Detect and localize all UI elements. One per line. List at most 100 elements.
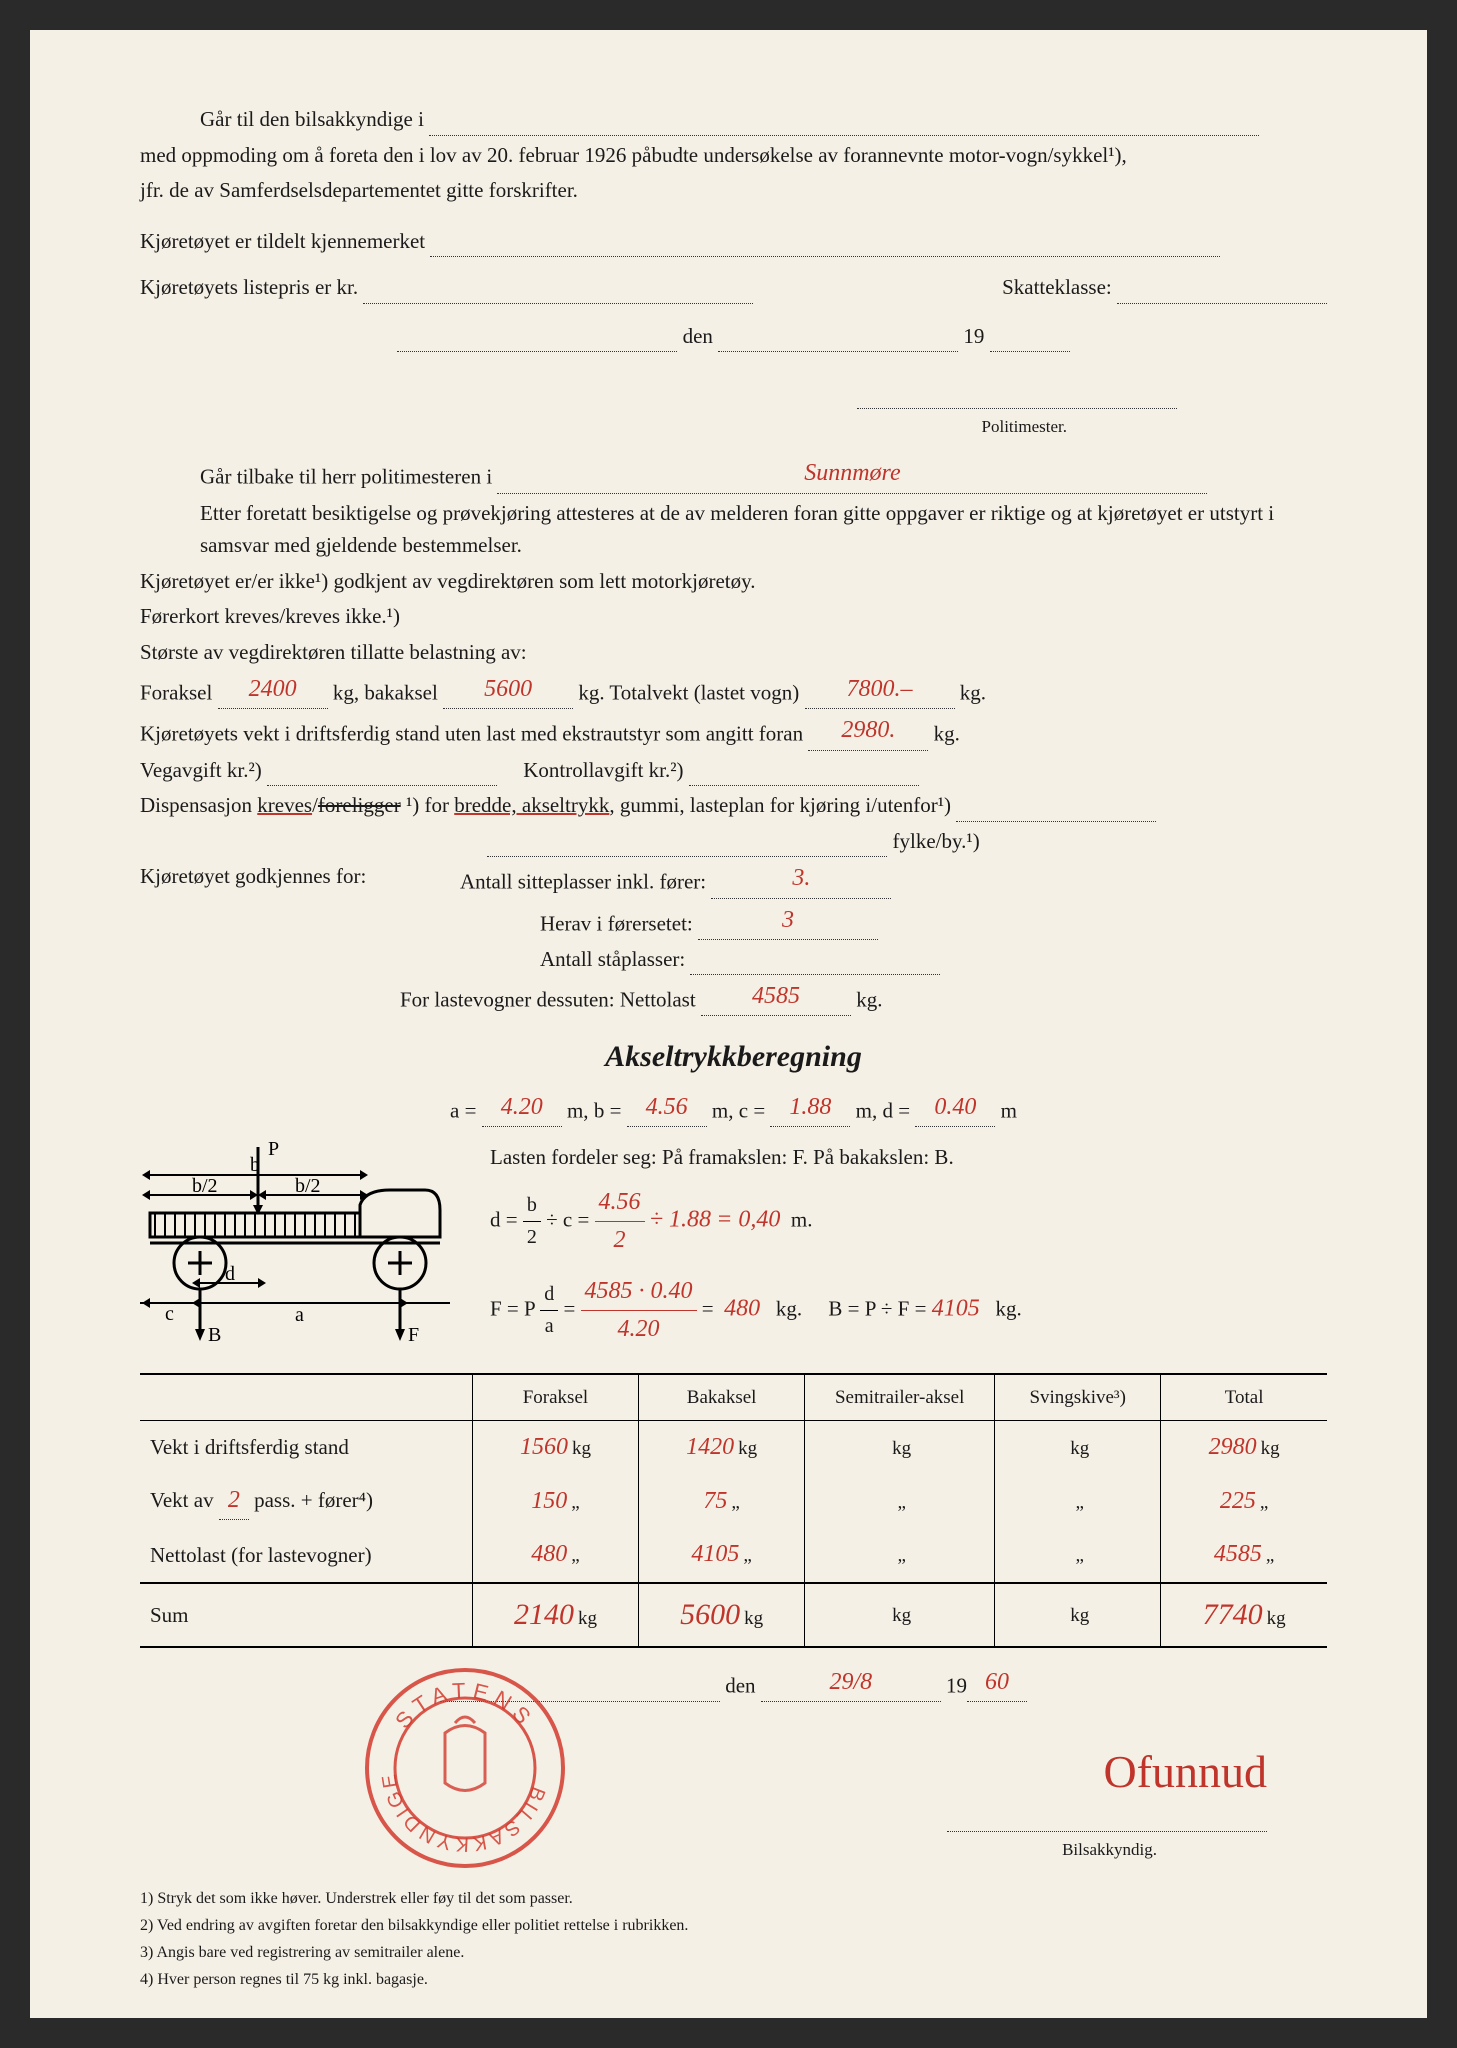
v: 480 bbox=[531, 1541, 567, 1567]
t1: Dispensasjon bbox=[140, 793, 257, 817]
footnote: 2) Ved endring av avgiften foretar den b… bbox=[140, 1912, 1327, 1939]
eq2: F = P da = 4585 · 0.404.20 = 480 kg. B =… bbox=[490, 1273, 1327, 1348]
fylke-row: fylke/by.¹) bbox=[140, 825, 1327, 858]
axle-table: Foraksel Bakaksel Semitrailer-aksel Svin… bbox=[140, 1373, 1327, 1649]
m3: m, bbox=[856, 1099, 878, 1123]
m2: m, bbox=[712, 1099, 734, 1123]
vegavgift-label: Vegavgift kr.²) bbox=[140, 758, 262, 782]
attest-text: Etter foretatt besiktigelse og prøvekjør… bbox=[140, 497, 1327, 562]
v: 4105 bbox=[691, 1541, 739, 1567]
lhs: d = bbox=[490, 1207, 518, 1231]
signature-block: Ofunnud Bilsakkyndig. bbox=[140, 1728, 1327, 1864]
blank bbox=[689, 764, 919, 786]
sig-blank bbox=[857, 387, 1177, 409]
h5: Total bbox=[1161, 1374, 1327, 1421]
day: 29/8 bbox=[761, 1664, 941, 1702]
kjennemerke-row: Kjøretøyet er tildelt kjennemerket bbox=[140, 225, 1327, 258]
v: 5600 bbox=[680, 1598, 740, 1631]
godkjent-text: Kjøretøyet er/er ikke¹) godkjent av vegd… bbox=[140, 565, 1327, 598]
label: Antall sitteplasser inkl. fører: bbox=[460, 870, 706, 894]
m4: m bbox=[1001, 1099, 1017, 1123]
den: den bbox=[725, 1674, 755, 1698]
line-law: med oppmoding om å foreta den i lov av 2… bbox=[140, 139, 1327, 172]
value: 3. bbox=[711, 860, 891, 898]
foreligger: foreligger bbox=[318, 793, 401, 817]
blank bbox=[487, 835, 887, 857]
kontrollavgift-label: Kontrollavgift kr.²) bbox=[523, 758, 683, 782]
driftvekt-row: Kjøretøyets vekt i driftsferdig stand ut… bbox=[140, 712, 1327, 750]
blank bbox=[1117, 282, 1327, 304]
footnote: 3) Angis bare ved registrering av semitr… bbox=[140, 1939, 1327, 1966]
v: 150 bbox=[531, 1488, 567, 1514]
mid: ÷ c = bbox=[546, 1207, 589, 1231]
value: Sunnmøre bbox=[497, 455, 1207, 493]
signature: Ofunnud bbox=[1103, 1746, 1267, 1797]
items: bredde, akseltrykk bbox=[454, 793, 609, 817]
bakaksel-value: 5600 bbox=[443, 671, 573, 709]
value: 3 bbox=[698, 902, 878, 940]
totalvekt-value: 7800.– bbox=[805, 671, 955, 709]
blank bbox=[267, 764, 497, 786]
nettolast-row: For lastevogner dessuten: Nettolast 4585… bbox=[140, 978, 1327, 1016]
diagram-and-formulas: P b b/2 b/2 c d a B F Lasten fordeler se… bbox=[140, 1135, 1327, 1355]
blank bbox=[429, 114, 1259, 136]
abcd-row: a = 4.20 m, b = 4.56 m, c = 1.88 m, d = … bbox=[140, 1089, 1327, 1127]
eq: = bbox=[563, 1297, 575, 1321]
B-lbl: B = P ÷ F = bbox=[828, 1297, 926, 1321]
label: For lastevogner dessuten: Nettolast bbox=[400, 988, 696, 1012]
b: 4.56 bbox=[646, 1094, 688, 1120]
footnotes: 1) Stryk det som ikke høver. Understrek … bbox=[140, 1885, 1327, 1994]
bilsakkyndig-label: Bilsakkyndig. bbox=[1062, 1840, 1267, 1859]
b-lbl: b = bbox=[594, 1099, 622, 1123]
blank bbox=[690, 953, 940, 975]
kg: kg. bbox=[960, 681, 986, 705]
politimester-label: Politimester. bbox=[982, 417, 1177, 436]
table-header-row: Foraksel Bakaksel Semitrailer-aksel Svin… bbox=[140, 1374, 1327, 1421]
blank bbox=[956, 800, 1156, 822]
B: 4105 bbox=[932, 1296, 980, 1322]
day-blank bbox=[718, 330, 958, 352]
unit2: kg. bbox=[995, 1297, 1021, 1321]
a: 4.20 bbox=[501, 1094, 543, 1120]
lbl-b2a: b/2 bbox=[192, 1175, 218, 1197]
kreves: kreves bbox=[257, 793, 312, 817]
label: Sum bbox=[140, 1583, 472, 1648]
footnote: 1) Stryk det som ikke høver. Understrek … bbox=[140, 1885, 1327, 1912]
label: Kjøretøyet godkjennes for: bbox=[140, 860, 460, 898]
v: 225 bbox=[1220, 1488, 1256, 1514]
v: 2980 bbox=[1209, 1434, 1257, 1460]
value: 4585 bbox=[701, 978, 851, 1016]
calc-title: Akseltrykkberegning bbox=[140, 1034, 1327, 1081]
forersete-row: Herav i førersetet: 3 bbox=[140, 902, 1327, 940]
place-blank bbox=[397, 330, 677, 352]
d: 0.40 bbox=[934, 1094, 976, 1120]
formula-block: Lasten fordeler seg: På framakslen: F. P… bbox=[470, 1138, 1327, 1351]
table-row: Nettolast (for lastevogner) 480„ 4105„ „… bbox=[140, 1528, 1327, 1582]
year-prefix: 19 bbox=[946, 1674, 967, 1698]
price-tax-row: Kjøretøyets listepris er kr. Skatteklass… bbox=[140, 271, 1327, 304]
line-jfr: jfr. de av Samferdselsdepartementet gitt… bbox=[140, 174, 1327, 207]
table-row: Vekt i driftsferdig stand 1560kg 1420kg … bbox=[140, 1421, 1327, 1475]
label: Går tilbake til herr politimesteren i bbox=[200, 465, 492, 489]
belastning-intro: Største av vegdirektøren tillatte belast… bbox=[140, 636, 1327, 669]
kg: kg. bbox=[934, 722, 960, 746]
h1: Foraksel bbox=[472, 1374, 638, 1421]
forerkort-text: Førerkort kreves/kreves ikke.¹) bbox=[140, 600, 1327, 633]
kg: kg. bbox=[856, 988, 882, 1012]
v: 7740 bbox=[1203, 1598, 1263, 1631]
h2: Bakaksel bbox=[639, 1374, 805, 1421]
c-lbl: c = bbox=[739, 1099, 765, 1123]
F: 480 bbox=[724, 1296, 760, 1322]
politimester-line: Politimester. bbox=[140, 376, 1327, 441]
lbl-F: F bbox=[408, 1324, 419, 1345]
year: 60 bbox=[967, 1664, 1027, 1702]
v: 4585 bbox=[1214, 1541, 1262, 1567]
c: 1.88 bbox=[789, 1094, 831, 1120]
h4: Svingskive³) bbox=[995, 1374, 1161, 1421]
d-lbl: d = bbox=[883, 1099, 911, 1123]
res: = 0,40 bbox=[716, 1206, 780, 1232]
m1: m, bbox=[567, 1099, 589, 1123]
blank bbox=[430, 235, 1220, 257]
h0 bbox=[140, 1374, 472, 1421]
dispensasjon-row: Dispensasjon kreves/foreligger ¹) for br… bbox=[140, 789, 1327, 822]
